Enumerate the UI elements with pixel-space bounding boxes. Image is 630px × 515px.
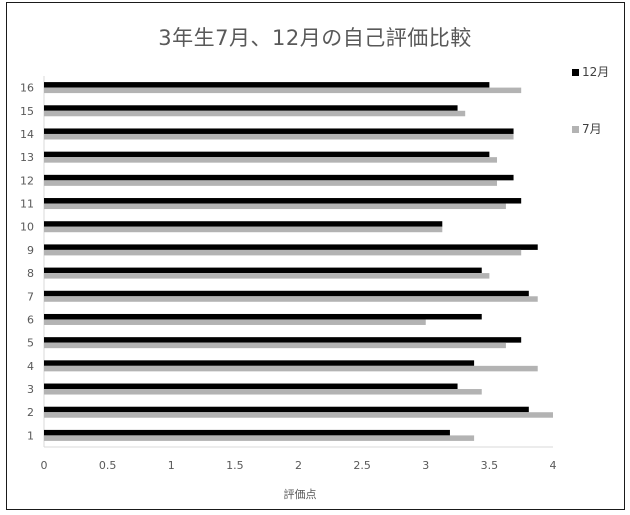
bar-jul-16 <box>44 87 522 94</box>
bar-dec-1 <box>44 429 450 436</box>
x-tick-label: 4 <box>550 459 557 472</box>
chart-legend: 12月 7月 <box>572 65 609 136</box>
bar-jul-10 <box>44 226 443 233</box>
bar-dec-6 <box>44 313 482 320</box>
y-tick-label: 8 <box>27 267 34 280</box>
bar-jul-4 <box>44 365 538 372</box>
bar-jul-5 <box>44 342 506 349</box>
legend-label: 7月 <box>582 122 602 136</box>
x-tick-label: 3 <box>422 459 429 472</box>
bar-dec-13 <box>44 151 490 158</box>
x-tick-label: 0.5 <box>99 459 117 472</box>
y-tick-label: 4 <box>27 360 34 373</box>
bar-dec-11 <box>44 198 522 204</box>
bar-jul-2 <box>44 412 553 418</box>
bar-dec-16 <box>44 82 490 88</box>
x-tick-label: 2.5 <box>353 459 371 472</box>
bar-jul-3 <box>44 389 482 395</box>
x-tick-label: 0 <box>41 459 48 472</box>
y-tick-label: 2 <box>27 406 34 419</box>
bar-dec-3 <box>44 383 458 390</box>
y-tick-label: 3 <box>27 383 34 396</box>
bar-jul-15 <box>44 110 466 117</box>
bar-jul-8 <box>44 273 490 279</box>
y-tick-label: 6 <box>27 313 34 326</box>
y-tick-label: 11 <box>20 198 34 211</box>
bar-dec-14 <box>44 128 514 134</box>
x-tick-label: 3.5 <box>481 459 499 472</box>
bar-dec-15 <box>44 105 458 111</box>
x-axis-title: 評価点 <box>283 488 317 501</box>
legend-swatch <box>572 126 579 133</box>
legend-swatch <box>572 69 579 76</box>
bar-dec-12 <box>44 174 514 181</box>
x-tick-label: 2 <box>295 459 302 472</box>
bar-dec-9 <box>44 244 538 250</box>
y-tick-label: 14 <box>20 128 34 141</box>
chart-bars <box>44 82 553 441</box>
bar-jul-13 <box>44 157 498 163</box>
bar-dec-10 <box>44 221 443 227</box>
chart-title: 3年生7月、12月の自己評価比較 <box>158 26 472 50</box>
y-tick-label: 10 <box>20 221 34 234</box>
x-tick-label: 1 <box>168 459 175 472</box>
bar-jul-1 <box>44 435 475 441</box>
bar-dec-8 <box>44 267 482 274</box>
y-tick-label: 15 <box>20 105 34 118</box>
y-tick-label: 16 <box>20 82 34 95</box>
y-tick-label: 5 <box>27 337 34 350</box>
bar-jul-11 <box>44 203 506 210</box>
y-tick-label: 12 <box>20 174 34 187</box>
bar-dec-4 <box>44 360 475 366</box>
y-tick-label: 13 <box>20 151 34 164</box>
bar-dec-7 <box>44 290 529 297</box>
bar-dec-2 <box>44 406 529 413</box>
y-tick-label: 9 <box>27 244 34 257</box>
bar-jul-12 <box>44 180 498 186</box>
bar-dec-5 <box>44 337 522 343</box>
x-tick-label: 1.5 <box>226 459 244 472</box>
y-tick-label: 7 <box>27 290 34 303</box>
bar-jul-14 <box>44 133 514 140</box>
bar-jul-7 <box>44 296 538 302</box>
bar-jul-6 <box>44 319 426 325</box>
y-tick-label: 1 <box>27 429 34 442</box>
legend-label: 12月 <box>582 65 609 79</box>
bar-jul-9 <box>44 249 522 256</box>
